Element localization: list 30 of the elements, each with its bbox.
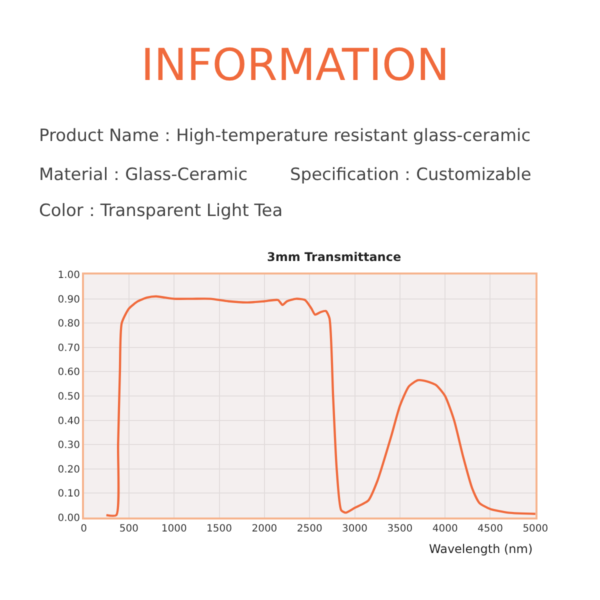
text: Specification：Customizable xyxy=(290,165,532,185)
text: Material：Glass-Ceramic xyxy=(39,165,248,185)
x-tick-label: 2000 xyxy=(252,523,278,534)
x-tick-label: 5000 xyxy=(522,523,548,534)
chart-title: 3mm Transmittance xyxy=(267,250,402,264)
x-tick-label: 2500 xyxy=(296,523,322,534)
x-tick-label: 1500 xyxy=(206,523,232,534)
y-tick-label: 0.20 xyxy=(58,464,80,476)
x-tick-label: 3000 xyxy=(342,523,368,534)
y-tick-label: 1.00 xyxy=(58,270,80,281)
x-tick-label: 0 xyxy=(80,523,87,534)
text: Color：Transparent Light Tea xyxy=(39,201,283,221)
y-tick-label: 0.90 xyxy=(58,294,80,306)
y-tick-label: 0.50 xyxy=(58,392,80,403)
y-tick-label: 0.70 xyxy=(58,342,80,354)
y-tick-label: 0.40 xyxy=(58,416,80,427)
x-tick-label: 3500 xyxy=(387,523,413,534)
x-axis-title: Wavelength (nm) xyxy=(429,542,533,556)
y-tick-label: 0.60 xyxy=(58,367,80,378)
y-tick-label: 0.80 xyxy=(58,318,80,330)
x-tick-label: 4000 xyxy=(432,523,458,534)
text: Product Name：High-temperature resistant glass-ceramic xyxy=(39,126,531,146)
x-tick-label: 4500 xyxy=(478,523,503,534)
y-tick-label: 0.30 xyxy=(58,440,80,452)
text: INFORMATION xyxy=(141,40,450,91)
x-tick-label: 500 xyxy=(119,523,138,534)
x-tick-label: 1000 xyxy=(161,523,187,534)
y-tick-label: 0.00 xyxy=(58,513,80,524)
y-tick-label: 0.10 xyxy=(58,488,80,500)
line-series xyxy=(105,295,536,516)
